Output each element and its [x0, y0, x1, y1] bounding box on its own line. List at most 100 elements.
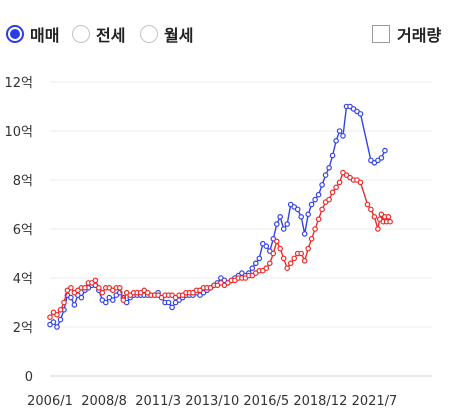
y-tick-label: 6억	[13, 223, 33, 238]
data-point	[110, 297, 116, 303]
data-point	[263, 265, 270, 272]
data-point	[71, 302, 78, 308]
grid-lines	[50, 81, 432, 377]
series-layer	[47, 103, 393, 330]
data-point	[99, 289, 106, 296]
y-axis-ticks: 0 2억 4억 6억 8억 10억 12억	[4, 76, 33, 385]
data-point	[382, 147, 388, 154]
x-tick-label: 2021/7	[352, 394, 398, 409]
data-point	[315, 216, 322, 223]
y-tick-label: 8억	[13, 174, 33, 189]
x-tick-label: 2016/5	[243, 394, 289, 409]
radio-jeonse-indicator	[72, 25, 90, 43]
data-point	[312, 196, 318, 203]
volume-checkbox-label: 거래량	[397, 26, 442, 45]
data-point	[319, 206, 325, 213]
x-axis-ticks: 2006/1 2008/8 2011/3 2013/10 2016/5 2018/12 20…	[27, 394, 397, 409]
data-point	[96, 285, 102, 291]
data-point	[291, 255, 298, 262]
data-point	[368, 206, 374, 213]
x-tick-label: 2013/10	[185, 394, 239, 409]
data-point	[280, 226, 287, 232]
radio-monthly-rent[interactable]: 월세	[140, 23, 193, 45]
data-point	[169, 304, 175, 311]
data-point	[68, 294, 74, 301]
data-point	[329, 189, 336, 196]
data-point	[340, 133, 346, 139]
data-point	[364, 201, 371, 208]
data-point	[54, 312, 60, 318]
data-point	[385, 214, 392, 220]
data-point	[263, 243, 270, 250]
data-point	[387, 218, 393, 225]
series-2	[47, 169, 393, 321]
data-point	[277, 245, 284, 252]
data-point	[284, 265, 291, 272]
data-point	[78, 294, 85, 301]
chart-controls: 매매 전세 월세 거래량	[0, 0, 452, 60]
volume-checkbox[interactable]: 거래량	[372, 23, 441, 45]
data-point	[280, 255, 287, 262]
y-tick-label: 0	[25, 370, 33, 385]
data-point	[333, 184, 339, 191]
data-point	[253, 260, 259, 267]
price-chart: 0 2억 4억 6억 8억 10억 12억 2006/1 2008/8 2011/3 2013/1…	[4, 76, 432, 409]
data-point	[336, 128, 343, 134]
data-point	[266, 260, 273, 267]
data-point	[371, 214, 378, 220]
data-point	[57, 316, 64, 323]
data-point	[54, 324, 60, 330]
radio-monthly-rent-label: 월세	[164, 26, 194, 45]
data-point	[270, 250, 277, 257]
series-1	[47, 103, 388, 330]
data-point	[61, 299, 67, 306]
y-tick-label: 10억	[4, 125, 33, 140]
data-point	[305, 211, 312, 218]
data-point	[326, 196, 332, 203]
data-point	[57, 307, 64, 313]
data-point	[357, 179, 364, 186]
data-point	[284, 221, 291, 227]
data-point	[319, 182, 325, 188]
x-tick-label: 2008/8	[81, 394, 127, 409]
data-point	[287, 260, 294, 267]
data-point	[82, 285, 88, 291]
data-point	[336, 179, 343, 186]
data-point	[277, 214, 284, 220]
y-tick-label: 12억	[4, 76, 33, 91]
data-point	[117, 285, 123, 291]
data-point	[92, 277, 99, 284]
data-point	[298, 250, 305, 257]
x-tick-label: 2018/12	[293, 394, 347, 409]
data-point	[294, 206, 301, 213]
data-point	[378, 155, 385, 161]
x-tick-label: 2006/1	[27, 394, 73, 409]
data-point	[308, 236, 315, 242]
data-point	[165, 299, 172, 306]
data-point	[326, 165, 332, 171]
data-point	[103, 299, 109, 306]
data-point	[305, 245, 312, 252]
y-tick-label: 2억	[13, 321, 33, 336]
radio-jeonse[interactable]: 전세	[72, 23, 125, 45]
data-point	[322, 172, 329, 178]
data-point	[301, 258, 308, 264]
data-point	[333, 138, 339, 144]
data-point	[308, 201, 315, 208]
data-point	[50, 319, 57, 325]
radio-sale-indicator	[6, 25, 24, 43]
volume-checkbox-box	[372, 25, 390, 43]
radio-sale-label: 매매	[30, 26, 60, 45]
data-point	[329, 152, 336, 159]
radio-sale[interactable]: 매매	[6, 23, 59, 45]
data-point	[357, 111, 364, 117]
y-tick-label: 4억	[13, 272, 33, 287]
radio-jeonse-label: 전세	[96, 26, 126, 45]
data-point	[249, 265, 256, 272]
data-point	[273, 238, 280, 245]
radio-monthly-rent-indicator	[140, 25, 158, 43]
data-point	[315, 191, 322, 198]
data-point	[273, 221, 280, 227]
data-point	[47, 314, 53, 321]
data-point	[68, 285, 74, 291]
